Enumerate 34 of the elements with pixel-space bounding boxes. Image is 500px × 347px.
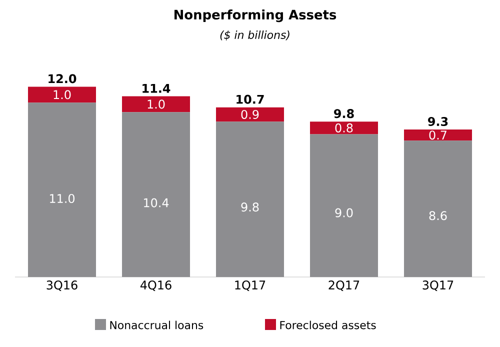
total-label: 12.0 (48, 74, 76, 84)
bar (404, 140, 472, 277)
chart-title: Nonperforming Assets (174, 10, 336, 22)
total-label: 10.7 (236, 94, 264, 104)
data-label: 1.0 (54, 90, 71, 100)
bar (216, 107, 284, 122)
bar (404, 130, 472, 141)
data-label: 0.7 (429, 130, 446, 140)
legend-label: Foreclosed assets (280, 320, 376, 330)
x-tick-label: 1Q17 (235, 280, 266, 291)
bar (216, 122, 284, 277)
bar (310, 122, 378, 134)
x-tick-label: 3Q17 (422, 280, 454, 291)
bar (28, 86, 96, 103)
bar (122, 112, 190, 277)
data-label: 8.6 (429, 211, 447, 220)
x-tick-label: 4Q16 (140, 280, 172, 291)
data-label: 11.0 (50, 194, 75, 204)
legend-label: Nonaccrual loans (110, 320, 204, 330)
bar (122, 96, 190, 112)
data-label: 0.8 (335, 123, 353, 132)
data-label: 0.9 (241, 110, 259, 120)
bar (28, 102, 96, 277)
data-label: 9.8 (241, 202, 259, 212)
total-label: 11.4 (142, 84, 170, 93)
bar (310, 134, 378, 277)
x-tick-label: 3Q16 (46, 280, 78, 291)
total-label: 9.3 (428, 116, 448, 126)
chart-subtitle: ($ in billions) (220, 30, 290, 40)
x-tick-label: 2Q17 (328, 280, 360, 291)
data-label: 10.4 (144, 198, 169, 208)
data-label: 1.0 (148, 100, 165, 109)
data-label: 9.0 (335, 208, 353, 218)
total-label: 9.8 (334, 109, 354, 118)
